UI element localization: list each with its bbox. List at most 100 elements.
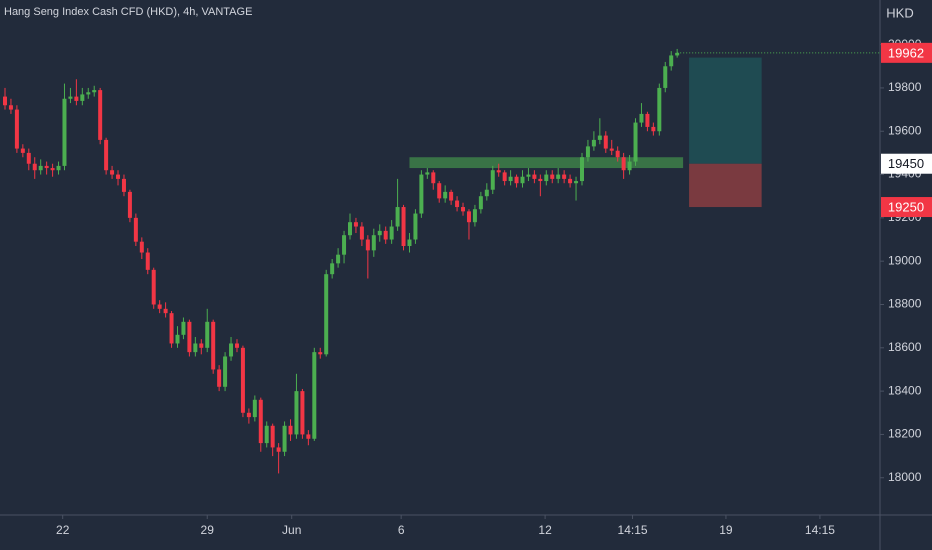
x-tick-label: 14:15: [618, 523, 648, 537]
candle-body: [484, 189, 489, 197]
candle-body: [217, 369, 222, 387]
candle-body: [407, 239, 412, 247]
candle-body: [419, 174, 424, 214]
candle-body: [496, 170, 501, 173]
candle-body: [336, 254, 341, 264]
currency-label: HKD: [886, 5, 913, 20]
candle-body: [544, 174, 549, 182]
candle-body: [133, 217, 138, 242]
candle-body: [383, 230, 388, 240]
candle-body: [240, 347, 245, 413]
candle-body: [14, 109, 19, 149]
y-tick-label: 18000: [888, 470, 922, 484]
candle-body: [359, 226, 364, 240]
candle-body: [514, 176, 519, 184]
candle-body: [169, 313, 174, 344]
candle-body: [312, 352, 317, 439]
zone: [409, 157, 684, 169]
x-tick-label: Jun: [282, 523, 301, 537]
y-tick-label: 19600: [888, 123, 922, 137]
y-tick-label: 18200: [888, 427, 922, 441]
candle-body: [145, 252, 150, 270]
entry-label: 19450: [888, 156, 924, 171]
candle-body: [187, 321, 192, 353]
x-tick-label: 29: [201, 523, 215, 537]
stop-label-bg: [881, 197, 932, 218]
candle-body: [127, 191, 132, 218]
candle-body: [562, 174, 567, 179]
candle-body: [585, 146, 590, 158]
candle-body: [568, 178, 573, 184]
candle-body: [627, 161, 632, 171]
candle-body: [490, 170, 495, 190]
candle-body: [175, 334, 180, 344]
candle-body: [449, 191, 454, 201]
y-tick-label: 18800: [888, 297, 922, 311]
candle-body: [294, 391, 299, 435]
candle-body: [205, 321, 210, 348]
candle-body: [98, 90, 103, 140]
candle-body: [579, 157, 584, 182]
candle-body: [92, 90, 97, 93]
candle-body: [2, 96, 7, 106]
last-price-label-bg: [881, 42, 932, 63]
candle-body: [20, 148, 25, 153]
candle-body: [669, 55, 674, 67]
candle-body: [657, 87, 662, 132]
candle-body: [461, 207, 466, 212]
candle-body: [603, 135, 608, 149]
y-tick-label: 19000: [888, 253, 922, 267]
candle-body: [181, 321, 186, 335]
candle-body: [252, 399, 257, 418]
candle-body: [8, 105, 13, 110]
candle-body: [121, 178, 126, 192]
candle-body: [86, 92, 91, 95]
candle-body: [455, 200, 460, 208]
candle-body: [330, 263, 335, 275]
candle-body: [104, 139, 109, 171]
candle-body: [258, 399, 263, 444]
chart-title: Hang Seng Index Cash CFD (HKD), 4h, VANT…: [4, 6, 252, 18]
candle-body: [663, 66, 668, 88]
candle-body: [645, 113, 650, 127]
entry-label-bg: [881, 153, 932, 174]
candle-body: [163, 308, 168, 314]
x-tick-label: 12: [538, 523, 552, 537]
candle-body: [508, 176, 513, 182]
candle-body: [538, 178, 543, 182]
candle-body: [526, 174, 531, 177]
candle-body: [615, 150, 620, 158]
candle-body: [199, 343, 204, 348]
candle-body: [502, 172, 507, 182]
candle-body: [44, 165, 49, 169]
candle-body: [151, 269, 156, 305]
candle-body: [574, 181, 579, 184]
candle-body: [466, 211, 471, 223]
target-box: [689, 57, 762, 164]
candle-body: [318, 352, 323, 355]
candle-body: [556, 174, 561, 179]
candle-body: [437, 183, 442, 199]
candle-body: [110, 170, 115, 175]
candle-body: [478, 196, 483, 210]
x-tick-label: 6: [398, 523, 405, 537]
candle-body: [425, 172, 430, 175]
candle-body: [621, 157, 626, 171]
candle-body: [306, 434, 311, 439]
candle-body: [62, 98, 67, 166]
candle-body: [193, 343, 198, 353]
candle-body: [651, 126, 656, 132]
y-tick-label: 18600: [888, 340, 922, 354]
plot-area: [2, 48, 880, 474]
candle-body: [270, 425, 275, 448]
candle-body: [324, 274, 329, 355]
candle-body: [401, 207, 406, 247]
candle-body: [550, 174, 555, 179]
candle-body: [264, 425, 269, 444]
candle-body: [50, 168, 55, 171]
candle-body: [157, 304, 162, 309]
candle-body: [246, 412, 251, 418]
candle-body: [26, 152, 31, 164]
candle-body: [211, 321, 216, 370]
